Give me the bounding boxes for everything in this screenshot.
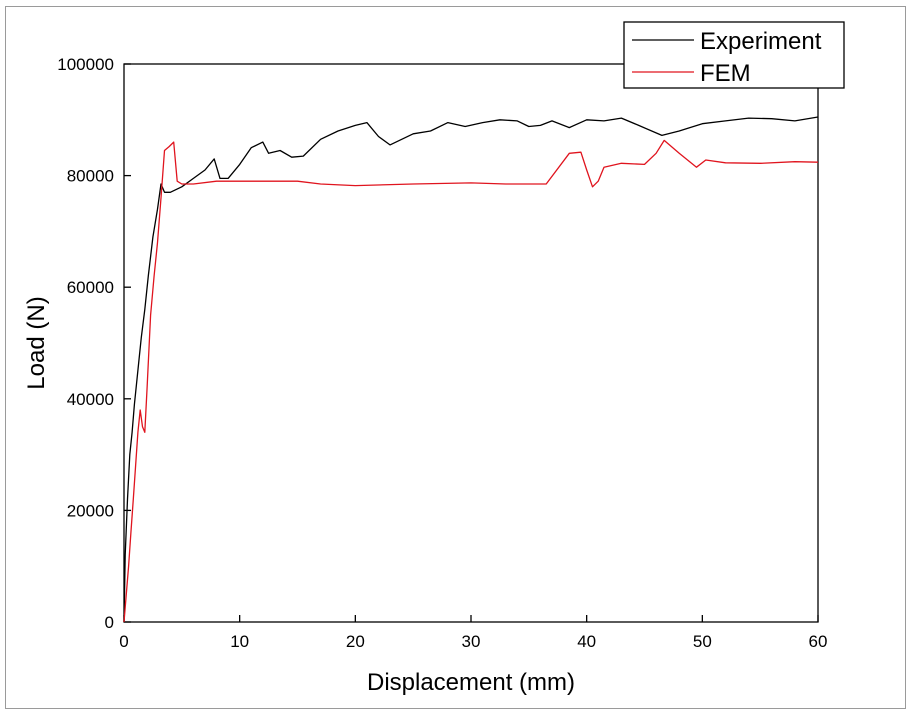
y-tick-label: 40000 [67,390,114,409]
x-tick-label: 20 [346,632,365,651]
y-tick-label: 20000 [67,501,114,520]
figure-frame [5,6,906,709]
legend-box [623,21,845,89]
x-axis-ticks: 0 10 20 30 40 50 60 [119,615,827,651]
y-tick-label: 60000 [67,278,114,297]
x-tick-label: 30 [462,632,481,651]
x-tick-label: 50 [693,632,712,651]
x-tick-label: 0 [119,632,128,651]
y-axis-title: Load (N) [23,296,50,389]
legend-label-fem: FEM [700,60,751,87]
series-line-experiment [123,116,819,623]
x-tick-label: 60 [809,632,828,651]
legend-label-experiment: Experiment [700,28,822,55]
x-axis-title: Displacement (mm) [367,669,575,696]
x-tick-label: 10 [230,632,249,651]
y-axis-ticks: 0 20000 40000 60000 80000 100000 [57,55,131,632]
y-tick-label: 80000 [67,167,114,186]
plot-area-border [123,63,819,623]
y-tick-label: 100000 [57,55,114,74]
y-tick-label: 0 [105,613,114,632]
series-line-fem [123,139,819,623]
series-lines [123,116,819,623]
legend: Experiment FEM [623,21,845,89]
x-tick-label: 40 [577,632,596,651]
